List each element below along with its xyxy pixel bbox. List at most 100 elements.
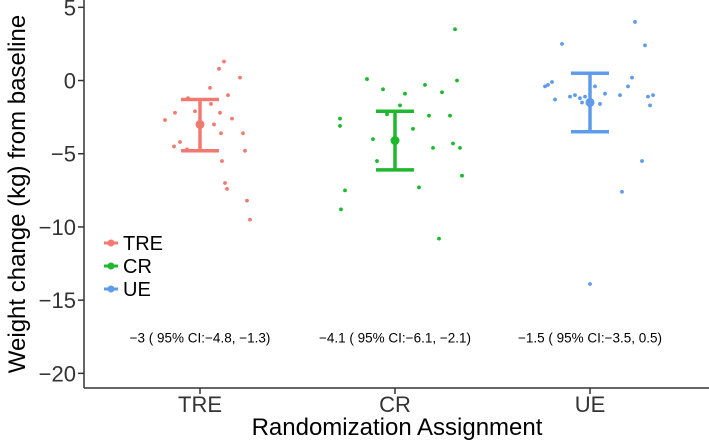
- data-point-tre: [172, 144, 176, 149]
- data-point-cr: [460, 173, 464, 178]
- data-point-ue: [643, 43, 647, 48]
- data-point-tre: [222, 59, 226, 64]
- y-axis-title: Weight change (kg) from baseline: [4, 15, 31, 373]
- x-axis-title: Randomization Assignment: [252, 414, 543, 441]
- data-point-ue: [640, 159, 644, 163]
- y-tick-label: −20: [39, 361, 76, 386]
- mean-point-ue: [585, 97, 595, 107]
- data-point-ue: [580, 100, 584, 105]
- data-point-ue: [583, 94, 587, 99]
- legend-marker-ue: [107, 285, 115, 293]
- legend-marker-cr: [107, 262, 115, 270]
- data-point-tre: [230, 116, 234, 121]
- data-point-cr: [417, 185, 421, 190]
- x-ticks: TRE CR UE: [178, 388, 605, 417]
- data-point-ue: [578, 96, 582, 100]
- data-point-ue: [648, 103, 652, 108]
- y-tick-label: −10: [39, 215, 76, 240]
- data-point-ue: [588, 282, 592, 286]
- data-point-tre: [217, 66, 221, 71]
- error-bars: [181, 71, 609, 172]
- data-point-tre: [163, 118, 167, 122]
- data-point-tre: [218, 110, 222, 115]
- data-point-ue: [630, 75, 634, 80]
- data-point-tre: [223, 181, 227, 185]
- data-point-ue: [620, 189, 624, 194]
- data-point-ue: [593, 84, 597, 89]
- data-point-cr: [339, 207, 343, 212]
- data-point-cr: [398, 103, 402, 108]
- data-point-tre: [178, 140, 182, 144]
- annotation-cr: −4.1 ( 95% CI:−6.1, −2.1): [319, 331, 471, 346]
- data-point-cr: [423, 83, 427, 87]
- data-point-tre: [209, 102, 213, 106]
- data-point-cr: [431, 145, 435, 150]
- data-point-ue: [573, 93, 577, 98]
- data-point-tre: [225, 186, 229, 191]
- data-point-cr: [455, 78, 459, 83]
- mean-point-tre: [195, 119, 205, 129]
- data-point-cr: [411, 126, 415, 131]
- data-point-ue: [546, 83, 550, 87]
- data-point-tre: [243, 148, 247, 153]
- data-point-cr: [385, 112, 389, 117]
- x-tick-label: TRE: [178, 392, 222, 417]
- data-points: [163, 20, 655, 286]
- annotation-ue: −1.5 ( 95% CI:−3.5, 0.5): [518, 331, 662, 346]
- data-point-tre: [193, 109, 197, 114]
- data-point-tre: [219, 131, 223, 136]
- data-point-tre: [173, 110, 177, 115]
- y-tick-label: −5: [51, 142, 76, 167]
- mean-point-cr: [390, 136, 400, 146]
- data-point-cr: [440, 90, 444, 95]
- data-point-ue: [651, 93, 655, 98]
- legend-marker-tre: [107, 239, 115, 247]
- data-point-cr: [453, 27, 457, 32]
- data-point-tre: [220, 159, 224, 163]
- data-point-ue: [633, 20, 637, 24]
- data-point-tre: [248, 217, 252, 222]
- data-point-tre: [226, 93, 230, 98]
- data-point-cr: [427, 113, 431, 118]
- data-point-ue: [626, 84, 630, 89]
- annotations: −3 ( 95% CI:−4.8, −1.3) −4.1 ( 95% CI:−6.…: [130, 331, 662, 346]
- annotation-tre: −3 ( 95% CI:−4.8, −1.3): [130, 331, 271, 346]
- y-tick-label: 5: [64, 0, 76, 20]
- axes: [83, 0, 709, 389]
- y-tick-label: 0: [64, 69, 76, 94]
- data-point-cr: [403, 91, 407, 96]
- data-point-cr: [381, 87, 385, 92]
- data-point-tre: [208, 85, 212, 90]
- legend-label-tre: TRE: [123, 233, 163, 255]
- data-point-tre: [212, 122, 216, 127]
- data-point-cr: [458, 145, 462, 150]
- data-point-ue: [560, 42, 564, 46]
- x-tick-label: UE: [575, 392, 606, 417]
- data-point-ue: [603, 91, 607, 96]
- data-point-cr: [371, 137, 375, 141]
- y-ticks: 5 0 −5 −10 −15 −20: [39, 0, 84, 386]
- data-point-ue: [646, 94, 650, 99]
- data-point-ue: [618, 93, 622, 98]
- data-point-ue: [543, 84, 547, 89]
- data-point-tre: [241, 131, 245, 136]
- data-point-cr: [343, 188, 347, 193]
- legend-label-cr: CR: [123, 256, 152, 278]
- data-point-cr: [375, 159, 379, 163]
- data-point-ue: [550, 80, 554, 84]
- data-point-cr: [437, 236, 441, 241]
- data-point-cr: [451, 141, 455, 146]
- data-point-cr: [365, 77, 369, 81]
- data-point-cr: [448, 113, 452, 118]
- data-point-cr: [338, 116, 342, 121]
- data-point-tre: [238, 75, 242, 80]
- y-tick-label: −15: [39, 288, 76, 313]
- data-point-ue: [553, 97, 557, 102]
- data-point-ue: [568, 94, 572, 99]
- data-point-ue: [598, 102, 602, 106]
- data-point-tre: [245, 198, 249, 203]
- x-tick-label: CR: [379, 392, 411, 417]
- data-point-cr: [338, 124, 342, 128]
